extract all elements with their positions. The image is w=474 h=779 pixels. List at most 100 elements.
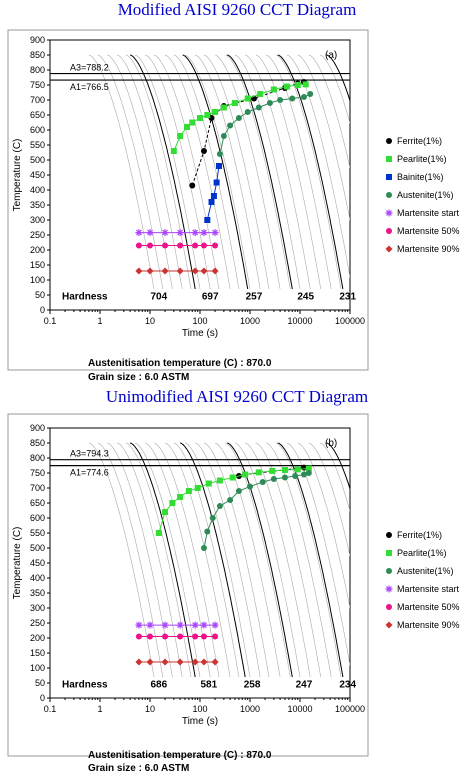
cooling-curve bbox=[225, 54, 291, 290]
data-point bbox=[191, 621, 199, 629]
y-tick-label: 100 bbox=[30, 663, 45, 673]
hardness-value: 245 bbox=[297, 292, 314, 303]
legend: Ferrite(1%) Pearlite(1%) Austenite(1%) Mart… bbox=[385, 530, 460, 630]
y-tick-label: 250 bbox=[30, 618, 45, 628]
data-point bbox=[146, 658, 154, 666]
y-tick-label: 150 bbox=[30, 648, 45, 658]
cooling-curve-bold bbox=[277, 54, 344, 290]
x-tick-label: 100 bbox=[192, 704, 207, 714]
data-point bbox=[170, 148, 177, 154]
data-point bbox=[212, 109, 219, 115]
cooling-curve bbox=[266, 54, 332, 290]
cooling-curve bbox=[145, 442, 211, 678]
data-point bbox=[292, 473, 299, 479]
y-tick-label: 200 bbox=[30, 633, 45, 643]
legend-item: Bainite(1%) bbox=[397, 172, 444, 182]
data-point bbox=[212, 242, 219, 249]
data-point bbox=[162, 242, 169, 249]
y-tick-label: 50 bbox=[35, 290, 45, 300]
data-point bbox=[135, 633, 142, 640]
legend-item: Ferrite(1%) bbox=[397, 530, 442, 540]
data-point bbox=[220, 133, 227, 139]
cooling-curve bbox=[173, 54, 240, 290]
chart-title: Modified AISI 9260 CCT Diagram bbox=[118, 0, 357, 19]
data-point bbox=[161, 229, 169, 237]
series-bainite-1- bbox=[204, 163, 223, 223]
data-point bbox=[200, 267, 208, 275]
cooling-curve bbox=[195, 54, 261, 290]
y-tick-label: 650 bbox=[30, 110, 45, 120]
data-point bbox=[189, 119, 196, 126]
cooling-curve bbox=[97, 54, 164, 290]
cooling-curve bbox=[275, 54, 342, 290]
legend-marker bbox=[386, 174, 392, 180]
data-point bbox=[177, 133, 184, 139]
cooling-curve bbox=[88, 442, 155, 678]
x-axis-label: Time (s) bbox=[182, 716, 218, 727]
data-point bbox=[210, 193, 217, 199]
y-tick-label: 200 bbox=[30, 245, 45, 255]
legend-marker bbox=[386, 192, 392, 198]
panel-label: (a) bbox=[325, 50, 337, 61]
plot-content bbox=[50, 54, 350, 290]
legend-marker bbox=[386, 604, 392, 610]
y-tick-label: 750 bbox=[30, 468, 45, 478]
y-tick-label: 500 bbox=[30, 155, 45, 165]
data-point bbox=[177, 494, 184, 500]
data-point bbox=[176, 267, 184, 275]
legend-item: Austenite(1%) bbox=[397, 190, 454, 200]
data-point bbox=[305, 470, 312, 476]
data-point bbox=[220, 104, 227, 111]
data-point bbox=[192, 633, 199, 640]
y-tick-label: 700 bbox=[30, 483, 45, 493]
x-tick-label: 100000 bbox=[335, 704, 365, 714]
data-point bbox=[257, 91, 264, 97]
data-point bbox=[216, 477, 223, 484]
cooling-curve bbox=[275, 442, 342, 678]
data-point bbox=[146, 621, 154, 629]
data-point bbox=[135, 229, 143, 237]
cooling-curve bbox=[286, 54, 350, 279]
data-point bbox=[155, 530, 162, 536]
data-point bbox=[302, 81, 309, 88]
data-point bbox=[294, 466, 301, 473]
y-tick-label: 350 bbox=[30, 200, 45, 210]
data-point bbox=[200, 229, 208, 237]
data-point bbox=[146, 267, 154, 275]
x-tick-label: 10 bbox=[145, 316, 155, 326]
data-point bbox=[200, 148, 207, 154]
cooling-curve bbox=[234, 442, 301, 678]
cooling-curve bbox=[255, 442, 321, 678]
data-point bbox=[162, 633, 169, 640]
panel-frame bbox=[7, 29, 369, 371]
cooling-curve bbox=[203, 442, 270, 678]
data-point bbox=[197, 115, 203, 121]
legend-item: Martensite 50% bbox=[397, 226, 460, 236]
legend-item: Austenite(1%) bbox=[397, 566, 454, 576]
data-point bbox=[281, 467, 288, 473]
cooling-curve bbox=[125, 442, 192, 678]
data-point bbox=[200, 633, 207, 640]
y-tick-label: 900 bbox=[30, 423, 45, 433]
cooling-curve bbox=[245, 442, 311, 678]
hardness-value: 581 bbox=[200, 680, 217, 691]
data-point bbox=[284, 83, 291, 90]
data-point bbox=[300, 94, 307, 100]
y-tick-label: 250 bbox=[30, 230, 45, 240]
data-point bbox=[146, 229, 154, 237]
y-tick-label: 300 bbox=[30, 215, 45, 225]
data-point bbox=[185, 488, 192, 494]
series-martensite-50- bbox=[135, 633, 219, 640]
data-point bbox=[244, 95, 251, 102]
series-martensite-90- bbox=[135, 267, 219, 275]
cooling-curve bbox=[145, 54, 211, 290]
cooling-curve bbox=[297, 54, 350, 222]
a3-label: A3=788.2 bbox=[70, 63, 109, 73]
data-point bbox=[277, 97, 284, 103]
series-pearlite-1- bbox=[170, 81, 309, 154]
data-point bbox=[259, 479, 266, 485]
data-point bbox=[213, 179, 220, 186]
legend: Ferrite(1%) Pearlite(1%) Bainite(1%) Austen… bbox=[385, 136, 460, 254]
data-point bbox=[216, 503, 223, 509]
hardness-value: 686 bbox=[150, 680, 167, 691]
